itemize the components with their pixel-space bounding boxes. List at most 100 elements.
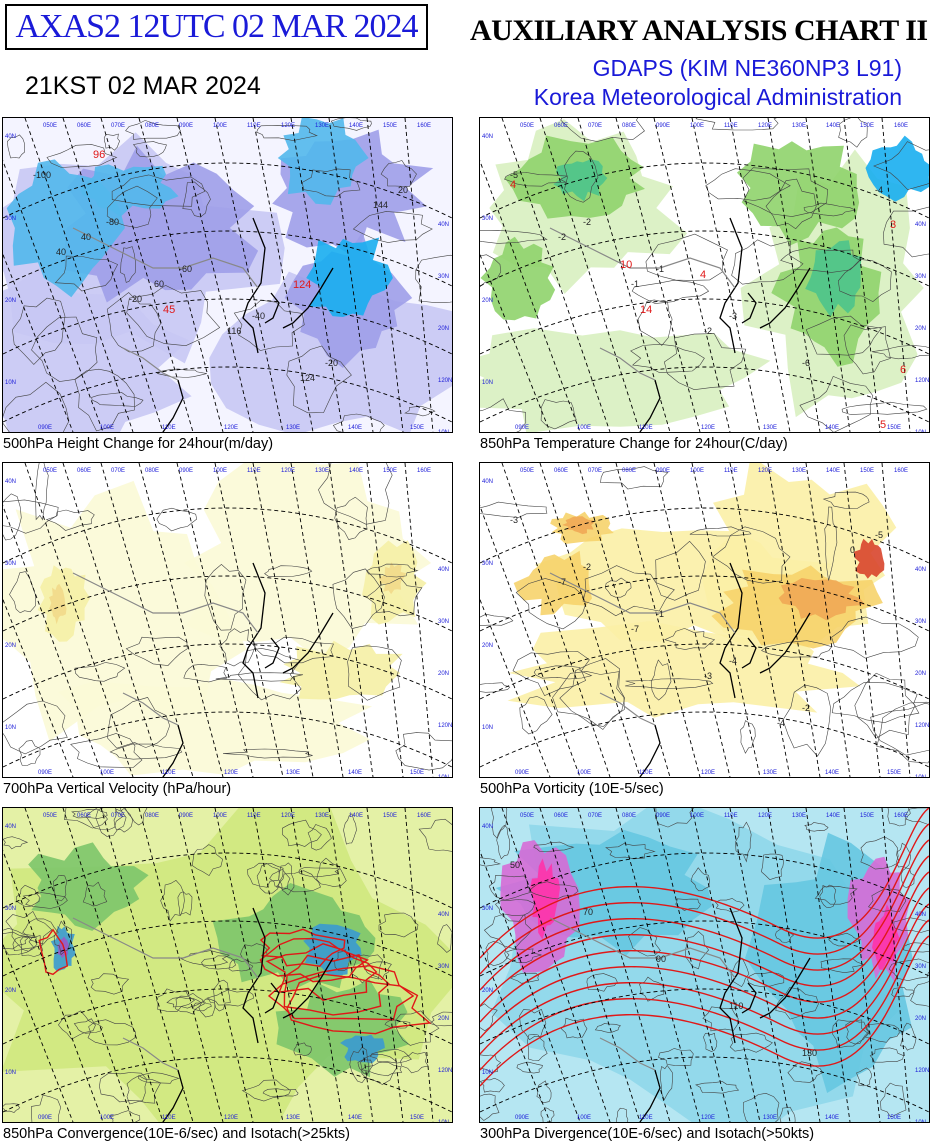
border xyxy=(549,917,736,979)
lat-label-left: 40N xyxy=(5,479,16,485)
lon-label-top: 120E xyxy=(758,123,772,129)
contour xyxy=(743,1092,780,1122)
lon-label-top: 070E xyxy=(588,468,602,474)
contour xyxy=(760,853,784,880)
contour xyxy=(240,943,268,964)
chart-name: AUXILIARY ANALYSIS CHART II xyxy=(470,14,928,47)
contour xyxy=(166,996,202,1009)
lon-label-bottom: 140E xyxy=(825,1115,839,1121)
coastline-korea xyxy=(264,982,280,1014)
contour-label: -80 xyxy=(106,217,119,227)
meridian xyxy=(100,118,194,432)
contour xyxy=(369,1049,412,1064)
isotach xyxy=(480,808,929,959)
coastline-japan xyxy=(759,267,811,329)
lat-label-left: 20N xyxy=(482,643,493,649)
isotach xyxy=(480,887,929,1039)
contour-lines xyxy=(480,118,929,432)
lon-label-bottom: 130E xyxy=(763,770,777,776)
contour xyxy=(624,678,714,689)
contour xyxy=(3,381,70,432)
contour xyxy=(820,958,866,974)
contour xyxy=(910,981,929,1007)
meridian xyxy=(3,943,74,1122)
lon-label-top: 140E xyxy=(349,123,363,129)
contour xyxy=(85,808,124,831)
graticule xyxy=(3,463,452,777)
contour-label: 70 xyxy=(583,907,593,917)
lon-label-top: 080E xyxy=(145,813,159,819)
contour xyxy=(206,989,254,1007)
contour xyxy=(782,684,831,757)
lon-label-top: 140E xyxy=(349,813,363,819)
contour xyxy=(779,1106,796,1122)
map-850hpa-convergence: 050E 060E 070E 080E 090E 100E 110E 120E 130E 140E… xyxy=(3,808,452,1122)
lon-label-bottom: 140E xyxy=(348,425,362,431)
contour xyxy=(803,202,857,217)
contour xyxy=(106,185,158,228)
agency-name: Korea Meteorological Administration xyxy=(533,84,902,110)
meridian xyxy=(24,463,134,777)
contour-label: -100 xyxy=(33,170,51,180)
contour xyxy=(528,881,579,900)
meridian xyxy=(480,943,551,1122)
contour xyxy=(12,297,66,365)
contour xyxy=(177,891,193,916)
contour xyxy=(888,958,929,982)
coastline-indochina xyxy=(639,724,661,777)
meridian xyxy=(615,118,701,432)
contour xyxy=(480,613,514,626)
lat-label-right: 10N xyxy=(915,775,926,777)
contour-label: -4 xyxy=(875,185,883,195)
lon-label-top: 130E xyxy=(315,123,329,129)
meridian xyxy=(539,118,641,432)
lat-label-right: 20N xyxy=(915,671,926,677)
panel-500hpa-height-change: 050E 060E 070E 080E 090E 100E 110E 120E 130E 140E… xyxy=(2,117,453,433)
lon-label-top: 130E xyxy=(792,468,806,474)
contour xyxy=(19,935,44,957)
lon-label-bottom: 100E xyxy=(100,425,114,431)
contour xyxy=(659,1064,673,1101)
contour xyxy=(655,808,694,828)
lon-label-bottom: 110E xyxy=(639,1115,653,1121)
contour xyxy=(3,1103,21,1113)
lat-label-right: 20N xyxy=(438,1016,449,1022)
contour xyxy=(74,662,126,682)
parallel xyxy=(3,1056,452,1113)
field-area-mid xyxy=(480,236,556,321)
country-borders xyxy=(549,917,736,1071)
contour xyxy=(582,565,675,617)
contour xyxy=(175,992,205,1015)
lon-label-top: 090E xyxy=(179,813,193,819)
contour xyxy=(604,577,632,598)
contour-label: 130 xyxy=(802,1048,817,1058)
meridian xyxy=(404,118,434,432)
contour xyxy=(70,733,143,768)
lon-label-bottom: 100E xyxy=(100,770,114,776)
coastline-japan xyxy=(282,957,334,1019)
lat-label-right: 30N xyxy=(915,619,926,625)
contour xyxy=(495,899,536,922)
contour xyxy=(780,247,861,273)
contour xyxy=(125,120,181,140)
lon-label-top: 070E xyxy=(111,468,125,474)
lat-label-left: 10N xyxy=(482,725,493,731)
contour xyxy=(742,167,829,217)
lat-label-left: 40N xyxy=(482,824,493,830)
lon-label-top: 120E xyxy=(758,813,772,819)
isotach xyxy=(286,973,432,1035)
lat-label-left: 40N xyxy=(5,824,16,830)
contour xyxy=(765,178,817,230)
lon-label-top: 140E xyxy=(826,468,840,474)
contour-label: 144 xyxy=(373,200,388,210)
isotach xyxy=(265,943,378,1001)
lon-label-bottom: 090E xyxy=(515,425,529,431)
contour xyxy=(799,376,874,432)
lon-label-top: 060E xyxy=(554,813,568,819)
meridian xyxy=(729,118,791,432)
field-fills xyxy=(3,118,452,432)
field-area-light xyxy=(58,678,373,776)
country-borders xyxy=(72,917,259,1071)
lon-label-bottom: 140E xyxy=(348,1115,362,1121)
contour-label: 110 xyxy=(729,1001,743,1011)
